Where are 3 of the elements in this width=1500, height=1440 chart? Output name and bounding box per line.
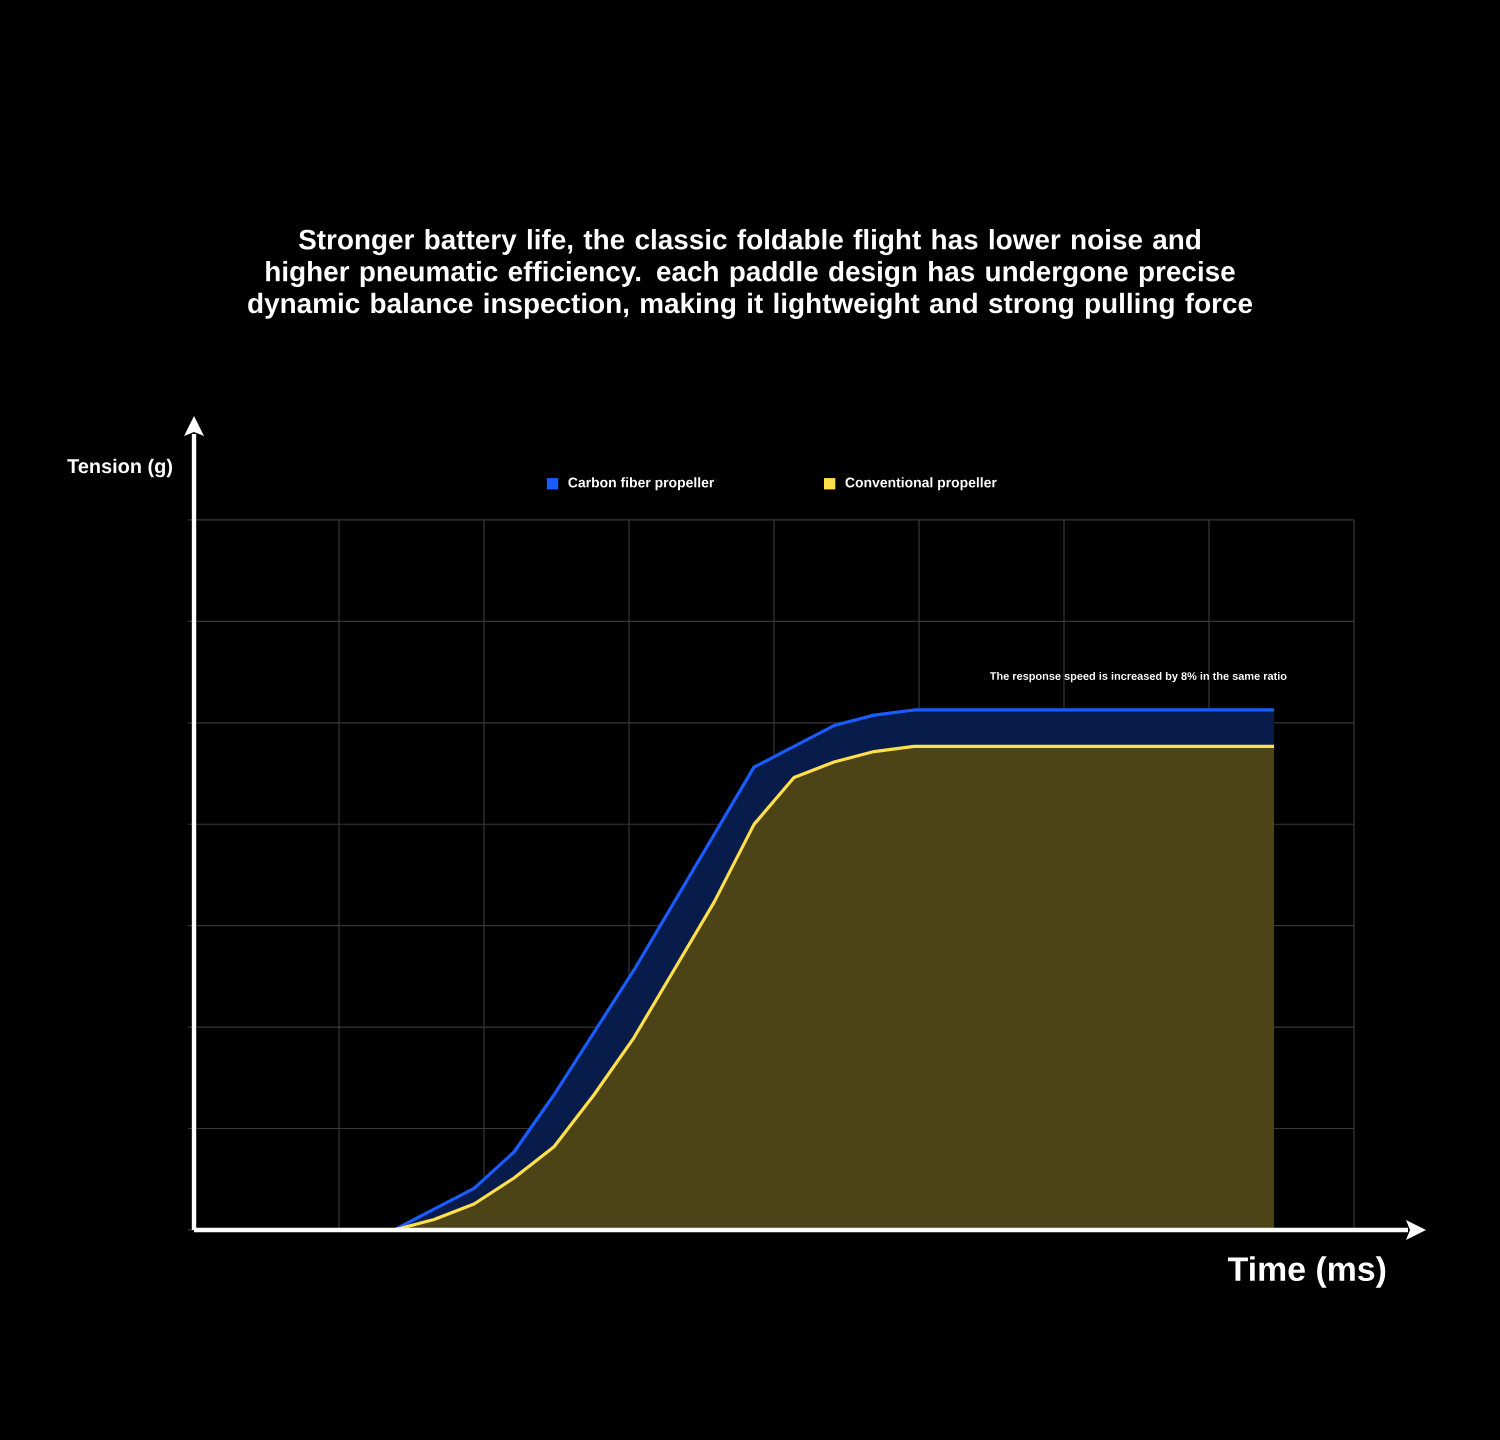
- chart-title: Stronger battery life, the classic foldable flight has lower noise and higher pneumatic efficiency. each paddle design has undergone precise dynamic balance inspection, making it lightweight and strong pulling force: [248, 229, 1253, 319]
- text: Tension (g): [67, 458, 172, 478]
- x-axis-title: Time (ms): [1227, 1256, 1386, 1288]
